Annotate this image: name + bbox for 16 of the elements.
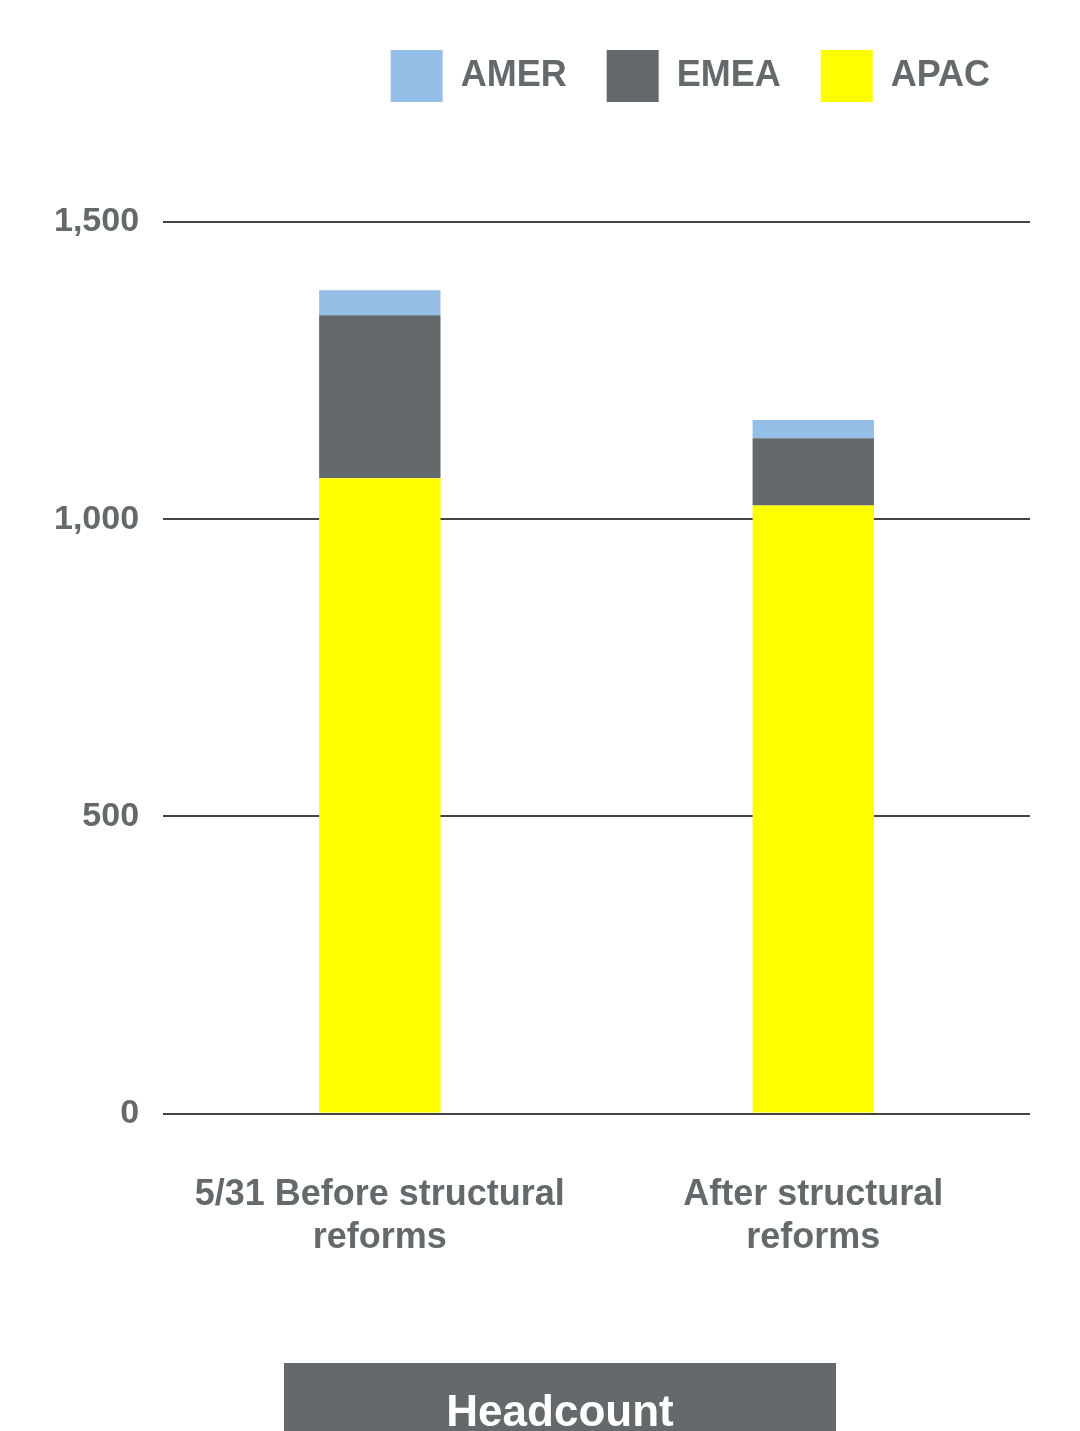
x-axis-title: Headcount (284, 1363, 836, 1431)
bar (319, 478, 441, 1113)
bar (752, 505, 874, 1113)
bar (319, 315, 441, 479)
y-tick-label: 500 (82, 794, 140, 833)
bar (752, 419, 874, 439)
legend-label: AMER (460, 52, 567, 94)
y-tick-label: 1,500 (53, 200, 140, 239)
y-tick-label: 1,000 (53, 497, 140, 536)
legend-label: EMEA (676, 52, 781, 94)
y-tick-label: 0 (120, 1091, 140, 1130)
x-tick-label: After structural reforms (683, 1172, 944, 1257)
bar (319, 290, 441, 316)
bar (752, 438, 874, 506)
x-tick-label: 5/31 Before structural reforms (194, 1172, 565, 1257)
legend-label: APAC (890, 52, 991, 94)
